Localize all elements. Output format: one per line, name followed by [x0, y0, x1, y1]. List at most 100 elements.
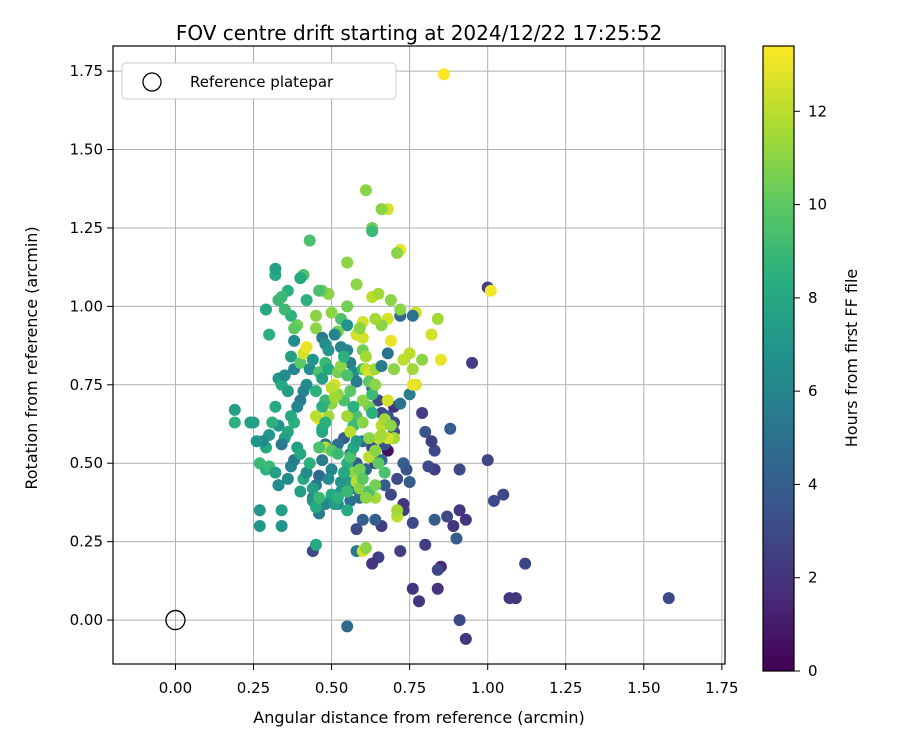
data-point	[341, 319, 354, 332]
data-point	[341, 620, 354, 633]
data-point	[413, 595, 425, 608]
y-tick-label: 0.25	[70, 533, 103, 551]
data-point	[422, 460, 435, 473]
data-point	[416, 353, 429, 366]
data-point	[309, 501, 322, 514]
data-point	[313, 491, 326, 504]
data-point	[278, 369, 291, 382]
data-point	[403, 388, 416, 401]
y-tick-label: 0.00	[70, 611, 103, 629]
data-point	[406, 378, 419, 391]
data-point	[344, 450, 357, 463]
data-point	[359, 184, 372, 197]
data-point	[316, 425, 329, 438]
reference-point	[165, 609, 186, 631]
data-point	[416, 407, 429, 420]
data-point	[366, 225, 379, 238]
data-point	[303, 234, 316, 247]
data-point	[294, 447, 307, 460]
data-point	[384, 334, 397, 347]
data-point	[269, 400, 282, 413]
y-axis-label: Rotation from reference (arcmin)	[22, 226, 41, 489]
data-point	[294, 356, 307, 369]
data-point	[306, 482, 319, 495]
data-point	[272, 479, 285, 492]
data-point	[369, 312, 382, 325]
data-point	[306, 353, 319, 366]
data-point	[366, 557, 379, 570]
data-point	[278, 303, 291, 316]
colorbar-gradient	[762, 45, 795, 672]
data-point	[381, 394, 394, 407]
data-point	[297, 385, 310, 398]
data-point	[316, 372, 329, 385]
data-point	[269, 466, 282, 479]
data-point	[466, 356, 479, 369]
data-point	[260, 303, 272, 316]
chart-title: FOV centre drift starting at 2024/12/22 …	[176, 21, 662, 45]
data-point	[316, 454, 329, 467]
data-point	[338, 466, 351, 479]
data-point	[300, 341, 313, 354]
data-point	[434, 353, 447, 366]
data-point	[447, 519, 460, 532]
data-point	[481, 454, 494, 467]
data-point	[338, 350, 351, 363]
y-axis-ticks: 0.00 0.25 0.50 0.75 1.00 1.25 1.50 1.75	[70, 62, 113, 629]
data-point	[381, 347, 394, 360]
data-point	[503, 592, 516, 605]
x-tick-label: 1.50	[627, 679, 660, 697]
data-point	[288, 334, 301, 347]
data-point	[453, 614, 466, 627]
data-point	[459, 513, 472, 526]
data-point	[366, 388, 379, 401]
data-point	[369, 479, 382, 492]
data-point	[263, 328, 276, 341]
data-point	[281, 385, 294, 398]
colorbar-tick-label: 0	[808, 662, 818, 680]
data-point	[519, 557, 532, 570]
data-point	[325, 463, 338, 476]
x-tick-label: 0.50	[315, 679, 348, 697]
data-point	[391, 472, 404, 485]
data-point	[303, 363, 316, 376]
colorbar-label: Hours from first FF file	[842, 269, 861, 448]
data-point	[353, 322, 366, 335]
data-point	[359, 541, 372, 554]
data-point	[313, 441, 326, 454]
data-point	[334, 359, 347, 372]
data-point	[406, 309, 419, 322]
data-point	[394, 303, 407, 316]
data-point	[497, 488, 510, 501]
data-point	[369, 378, 382, 391]
data-point	[384, 294, 397, 307]
y-tick-label: 0.75	[70, 376, 103, 394]
data-point	[391, 247, 404, 260]
y-tick-label: 0.50	[70, 454, 103, 472]
data-point	[425, 435, 438, 448]
data-point	[428, 513, 441, 526]
x-axis-ticks: 0.00 0.25 0.50 0.75 1.00 1.25 1.50 1.75	[159, 664, 739, 697]
data-point	[397, 353, 410, 366]
colorbar-tick-label: 6	[808, 382, 818, 400]
data-point	[328, 328, 341, 341]
x-axis-label: Angular distance from reference (arcmin)	[253, 708, 584, 727]
data-point	[369, 444, 382, 457]
data-points	[165, 68, 675, 645]
data-point	[356, 472, 369, 485]
colorbar-tick-label: 4	[808, 475, 818, 493]
data-point	[266, 416, 279, 429]
data-point	[341, 369, 354, 382]
data-point	[253, 519, 266, 532]
data-point	[309, 385, 322, 398]
data-point	[319, 416, 332, 429]
data-point	[372, 457, 385, 470]
data-point	[431, 582, 444, 595]
data-point	[288, 322, 301, 335]
data-point	[341, 504, 354, 517]
x-tick-label: 0.75	[393, 679, 426, 697]
data-point	[356, 394, 369, 407]
legend-marker	[142, 72, 162, 92]
data-point	[375, 428, 388, 441]
data-point	[388, 363, 401, 376]
